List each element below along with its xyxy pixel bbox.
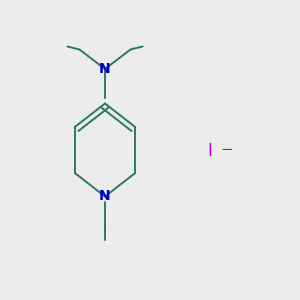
Text: N: N xyxy=(99,190,111,203)
Text: −: − xyxy=(220,142,233,157)
Text: I: I xyxy=(208,142,212,160)
Text: N: N xyxy=(99,62,111,76)
